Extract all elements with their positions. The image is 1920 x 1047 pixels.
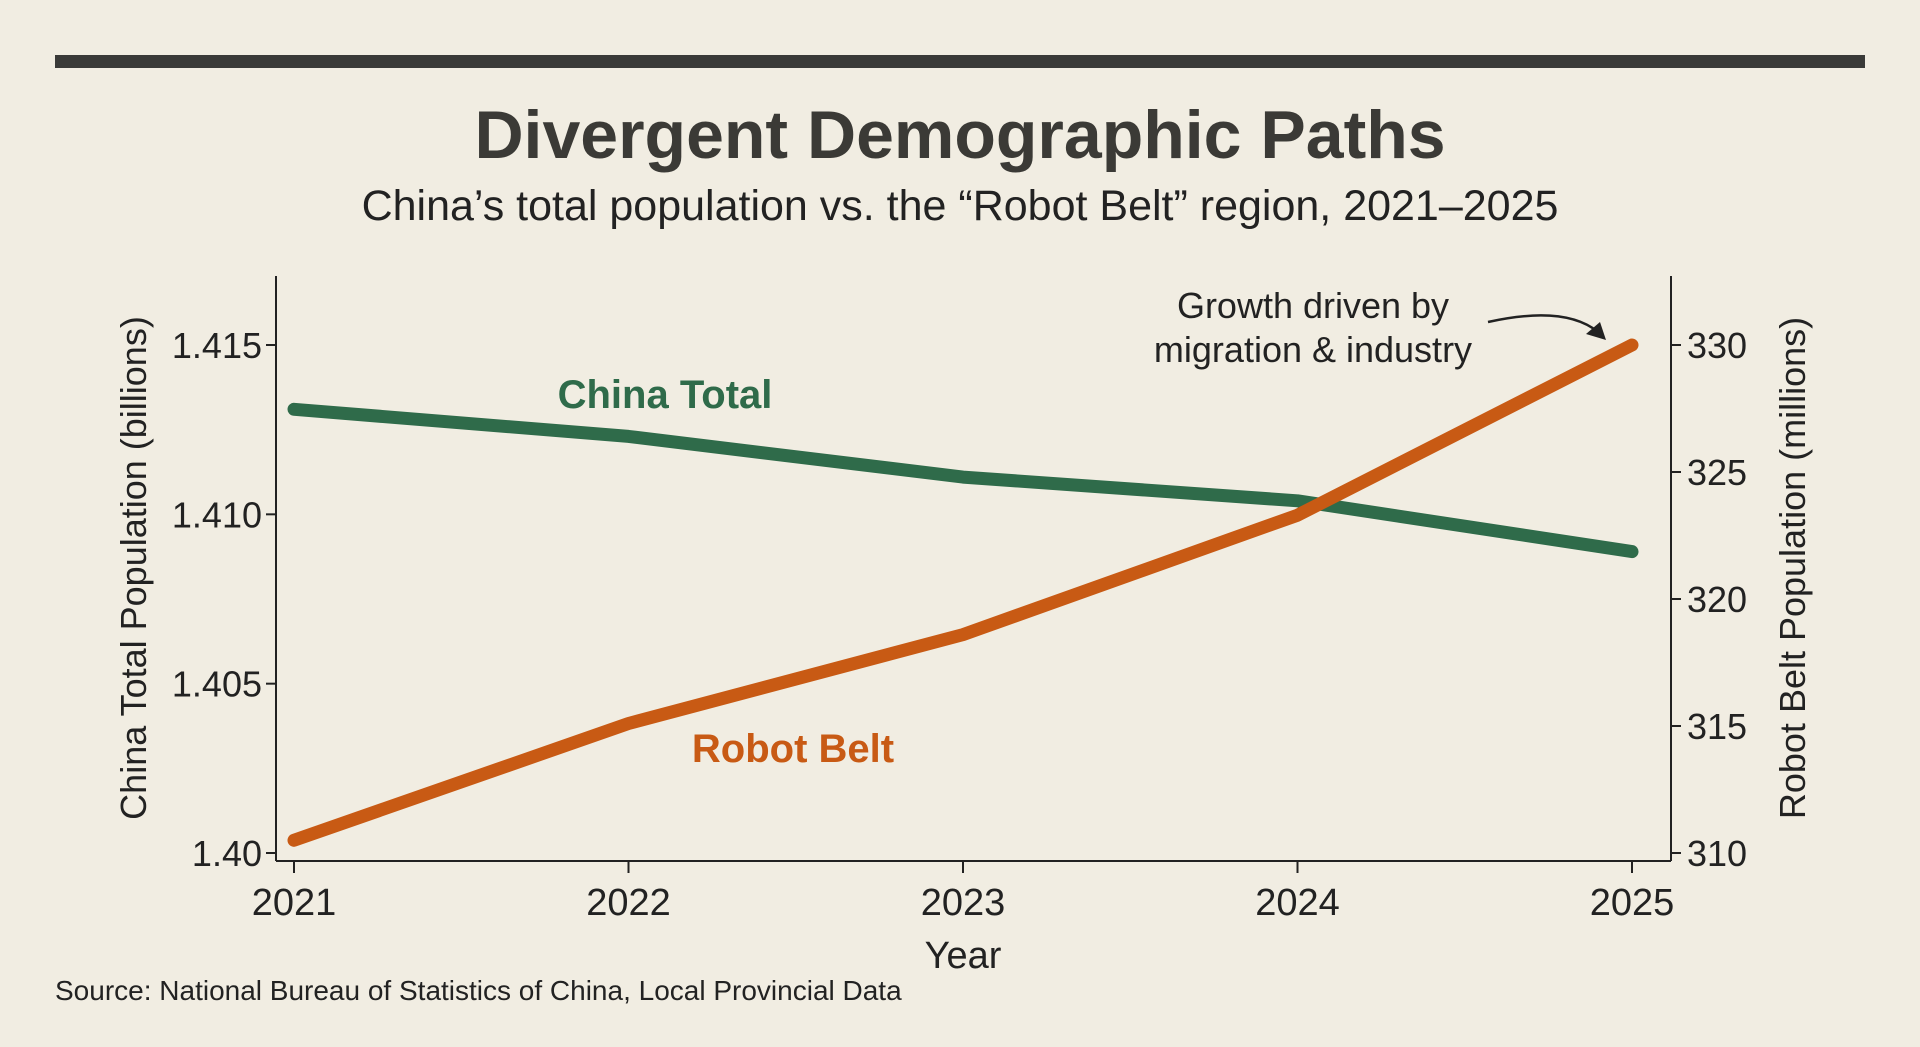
arrowhead-icon	[1586, 322, 1606, 340]
series-label-china-total: China Total	[558, 373, 773, 417]
right-tick-label: 310	[1687, 833, 1747, 874]
x-tick-label: 2021	[252, 882, 337, 924]
x-tick-label: 2023	[921, 882, 1006, 924]
right-tick-label: 320	[1687, 579, 1747, 620]
left-tick-label: 1.405	[172, 664, 262, 705]
right-tick-label: 325	[1687, 452, 1747, 493]
x-tick-label: 2025	[1590, 882, 1675, 924]
x-axis-label: Year	[925, 935, 1002, 977]
annotation-line-2: migration & industry	[1154, 329, 1472, 370]
right-axis-label: Robot Belt Population (millions)	[1772, 317, 1813, 819]
x-tick-label: 2022	[586, 882, 671, 924]
right-tick-label: 330	[1687, 325, 1747, 366]
annotation-line-1: Growth driven by	[1177, 285, 1449, 326]
chart-subtitle: China’s total population vs. the “Robot …	[361, 182, 1559, 230]
chart-title: Divergent Demographic Paths	[474, 97, 1446, 173]
left-tick-label: 1.415	[172, 325, 262, 366]
top-rule	[55, 55, 1865, 68]
x-tick-label: 2024	[1255, 882, 1340, 924]
series-label-robot-belt: Robot Belt	[692, 727, 894, 771]
left-axis-label: China Total Population (billions)	[113, 316, 154, 820]
source-note: Source: National Bureau of Statistics of…	[55, 975, 902, 1006]
series-line-china-total	[287, 402, 1639, 559]
left-tick-label: 1.40	[192, 833, 262, 874]
left-tick-label: 1.410	[172, 494, 262, 535]
right-tick-label: 315	[1687, 706, 1747, 747]
annotation-arrow	[1487, 314, 1599, 333]
